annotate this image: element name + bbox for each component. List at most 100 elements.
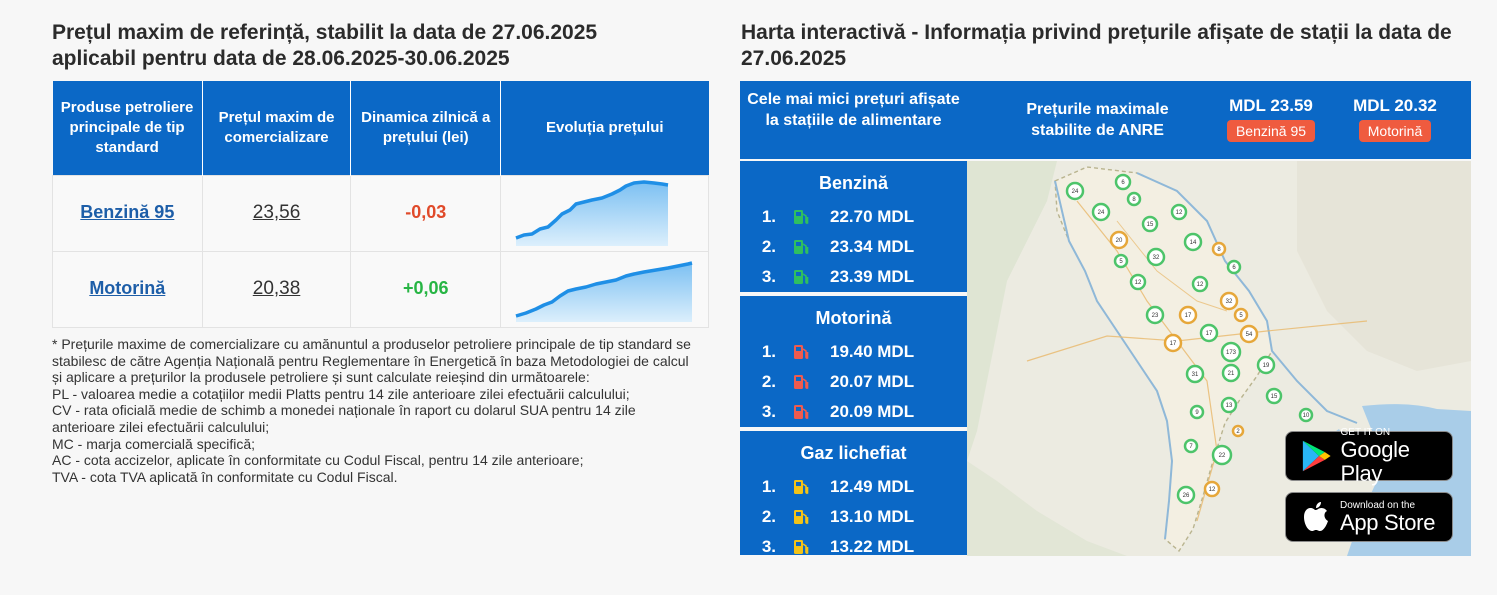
rank: 2.	[761, 372, 776, 391]
change-cell: +0,06	[350, 250, 502, 328]
map-marker[interactable]: 9	[1189, 404, 1205, 420]
max-price-benzina-value: MDL 23.59	[1229, 96, 1313, 115]
price-value[interactable]: 20,38	[252, 278, 301, 299]
map-marker[interactable]: 8	[1211, 241, 1227, 257]
price-cell: 20,38	[201, 250, 352, 328]
map-marker[interactable]: 31	[1185, 364, 1205, 384]
price-value[interactable]: 23,56	[252, 202, 301, 223]
product-link-motorina[interactable]: Motorină	[89, 278, 166, 298]
map-marker[interactable]: 12	[1129, 273, 1147, 291]
table-row: Motorină 20,38 +0,06	[52, 250, 709, 328]
stations-map[interactable]: 24 6 8 24 15 12 20 14 8 5 32 6 12 12 32 …	[967, 161, 1471, 556]
svg-text:54: 54	[1246, 332, 1253, 338]
fuel-pump-icon	[786, 538, 816, 556]
note-intro: * Prețurile maxime de comercializare cu …	[52, 336, 691, 386]
product-cell: Benzină 95	[52, 174, 203, 252]
fuel-pump-icon	[786, 403, 816, 421]
sparkline-cell	[500, 250, 709, 328]
list-item[interactable]: 1. 22.70 MDL	[740, 202, 967, 232]
rank: 1.	[761, 207, 776, 226]
map-marker[interactable]: 17	[1199, 323, 1219, 343]
map-marker[interactable]: 15	[1141, 215, 1159, 233]
rank: 3.	[761, 402, 776, 421]
svg-text:26: 26	[1183, 493, 1190, 499]
svg-text:10: 10	[1303, 413, 1310, 419]
station-markers[interactable]: 24 6 8 24 15 12 20 14 8 5 32 6 12 12 32 …	[1065, 173, 1314, 505]
map-marker[interactable]: 22	[1211, 444, 1233, 466]
map-marker[interactable]: 12	[1170, 203, 1188, 221]
list-item[interactable]: 3. 20.09 MDL	[740, 397, 967, 427]
map-marker[interactable]: 32	[1146, 247, 1166, 267]
list-item[interactable]: 1. 12.49 MDL	[740, 472, 967, 502]
map-marker[interactable]: 32	[1219, 291, 1239, 311]
svg-text:8: 8	[1132, 197, 1136, 203]
map-marker[interactable]: 24	[1065, 181, 1085, 201]
map-marker[interactable]: 8	[1126, 191, 1142, 207]
list-item[interactable]: 2. 23.34 MDL	[740, 232, 967, 262]
map-marker[interactable]: 5	[1233, 307, 1249, 323]
price: 20.07 MDL	[830, 372, 915, 391]
map-marker[interactable]: 6	[1226, 259, 1242, 275]
svg-text:23: 23	[1152, 313, 1159, 319]
fuel-group-motorina: Motorină 1. 19.40 MDL 2. 20.07 MDL 3. 20…	[740, 296, 967, 427]
list-item[interactable]: 3. 13.22 MDL	[740, 532, 967, 562]
rank: 2.	[761, 237, 776, 256]
map-marker[interactable]: 26	[1176, 485, 1196, 505]
svg-text:5: 5	[1119, 259, 1123, 265]
map-marker[interactable]: 17	[1178, 305, 1198, 325]
svg-text:17: 17	[1185, 313, 1192, 319]
interactive-map-panel: Cele mai mici prețuri afișate la stațiil…	[740, 81, 1471, 556]
google-play-button[interactable]: GET IT ON Google Play	[1285, 427, 1453, 485]
map-marker[interactable]: 17	[1163, 333, 1183, 353]
map-marker[interactable]: 23	[1145, 305, 1165, 325]
fuel-pump-icon	[786, 208, 816, 226]
map-marker[interactable]: 13	[1220, 396, 1238, 414]
svg-text:8: 8	[1217, 247, 1221, 253]
note-mc: MC - marja comercială specifică;	[52, 435, 256, 452]
price: 13.10 MDL	[830, 507, 915, 526]
svg-text:17: 17	[1206, 331, 1213, 337]
fuel-group-title: Benzină	[818, 173, 888, 193]
svg-text:15: 15	[1147, 222, 1154, 228]
map-marker[interactable]: 54	[1239, 324, 1259, 344]
product-link-benzina[interactable]: Benzină 95	[80, 202, 175, 222]
methodology-notes: * Prețurile maxime de comercializare cu …	[52, 336, 702, 485]
svg-text:24: 24	[1098, 210, 1105, 216]
map-marker[interactable]: 5	[1113, 253, 1129, 269]
svg-text:7: 7	[1189, 444, 1193, 450]
max-price-benzina: MDL 23.59 Benzină 95	[1216, 95, 1326, 142]
map-marker[interactable]: 12	[1203, 480, 1221, 498]
map-marker[interactable]: 12	[1191, 275, 1209, 293]
app-store-small-text: Download on the	[1340, 499, 1416, 511]
map-marker[interactable]: 7	[1183, 438, 1199, 454]
map-marker[interactable]: 6	[1114, 173, 1132, 191]
rank: 1.	[761, 342, 776, 361]
map-marker[interactable]: 2	[1231, 424, 1245, 438]
max-price-motorina-tag: Motorină	[1358, 120, 1432, 142]
map-marker[interactable]: 19	[1256, 355, 1276, 375]
table-header-row: Produse petroliere principale de tip sta…	[52, 81, 709, 175]
map-marker[interactable]: 14	[1183, 232, 1203, 252]
rank: 1.	[761, 477, 776, 496]
map-marker[interactable]: 20	[1109, 230, 1129, 250]
map-marker[interactable]: 21	[1221, 363, 1241, 383]
svg-text:12: 12	[1209, 487, 1216, 493]
column-header-price-evolution: Evoluția prețului	[500, 81, 709, 175]
map-marker[interactable]: 173	[1220, 341, 1242, 363]
svg-text:32: 32	[1153, 255, 1160, 261]
map-marker[interactable]: 24	[1091, 202, 1111, 222]
list-item[interactable]: 2. 13.10 MDL	[740, 502, 967, 532]
note-tva: TVA - cota TVA aplicată în conformitate …	[52, 468, 398, 485]
price: 19.40 MDL	[830, 342, 915, 361]
fuel-group-title: Motorină	[815, 308, 892, 328]
price: 20.09 MDL	[830, 402, 915, 421]
list-item[interactable]: 2. 20.07 MDL	[740, 367, 967, 397]
column-header-daily-change: Dinamica zilnică a prețului (lei)	[350, 81, 502, 175]
reference-price-title: Prețul maxim de referință, stabilit la d…	[52, 20, 712, 72]
app-store-button[interactable]: Download on the App Store	[1285, 492, 1453, 542]
map-marker[interactable]: 10	[1298, 407, 1314, 423]
svg-text:14: 14	[1190, 240, 1197, 246]
list-item[interactable]: 1. 19.40 MDL	[740, 337, 967, 367]
list-item[interactable]: 3. 23.39 MDL	[740, 262, 967, 292]
map-marker[interactable]: 15	[1265, 387, 1283, 405]
